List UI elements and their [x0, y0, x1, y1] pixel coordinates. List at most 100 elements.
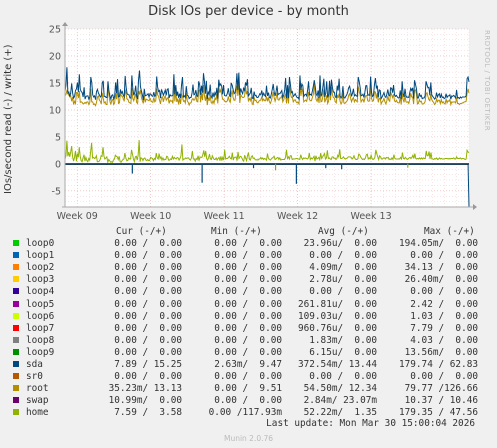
x-tick-label: Week 10: [130, 211, 171, 222]
legend-name: loop1: [26, 250, 55, 262]
legend-cur: 0.00 / 0.00: [114, 274, 182, 286]
legend-swatch: [13, 373, 19, 380]
legend-row-swap: swap 10.99m/ 0.00 0.00 / 0.00 2.84m/ 23.07m…: [0, 395, 497, 407]
legend-name: loop5: [26, 298, 55, 310]
legend-max: 79.77 /126.66: [404, 383, 478, 395]
legend-swatch: [13, 300, 19, 307]
y-tick-label: 10: [49, 105, 61, 116]
legend-avg: 0.00 / 0.00: [309, 371, 377, 383]
legend-row-loop0: loop0 0.00 / 0.00 0.00 / 0.00 23.96u/ 0.00 1…: [0, 238, 497, 250]
legend-cur: 0.00 / 0.00: [114, 346, 182, 358]
legend-swatch: [13, 252, 19, 259]
legend-header-max: Max (-/+): [424, 226, 475, 237]
legend-avg: 0.00 / 0.00: [309, 286, 377, 298]
legend-swatch: [13, 324, 19, 331]
legend-name: home: [26, 407, 49, 419]
legend-header-cur: Cur (-/+): [116, 226, 167, 237]
series-line-home: [64, 140, 470, 165]
legend-min: 0.00 /117.93m: [208, 407, 282, 419]
legend-cur: 0.00 / 0.00: [114, 298, 182, 310]
y-tick-label: 15: [49, 78, 61, 89]
last-update: Last update: Mon Mar 30 15:00:04 2026: [266, 418, 475, 429]
legend-swatch: [13, 409, 19, 416]
legend-max: 4.03 / 0.00: [410, 334, 478, 346]
y-tick-label: 0: [55, 159, 61, 170]
legend-max: 2.42 / 0.00: [410, 298, 478, 310]
x-tick-label: Week 11: [204, 211, 245, 222]
legend-name: loop6: [26, 310, 55, 322]
legend-name: loop2: [26, 262, 55, 274]
legend-min: 0.00 / 0.00: [214, 262, 282, 274]
legend-cur: 0.00 / 0.00: [114, 238, 182, 249]
legend-max: 7.79 / 0.00: [410, 322, 478, 334]
axes: -5 0 5 10 15 20 25 Week 09 Week 10 Week 11 Week 12…: [49, 22, 477, 222]
legend-swatch: [13, 385, 19, 392]
x-tick-label: Week 13: [350, 211, 391, 222]
legend-min: 0.00 / 0.00: [214, 310, 282, 322]
legend-max: 0.00 / 0.00: [410, 250, 478, 262]
legend-row-loop8: loop8 0.00 / 0.00 0.00 / 0.00 1.83m/ 0.00 4.…: [0, 335, 497, 347]
y-tick-label: -5: [52, 186, 61, 197]
y-tick-label: 25: [49, 25, 61, 36]
legend-max: 26.40m/ 0.00: [404, 274, 478, 286]
legend-max: 194.05m/ 0.00: [398, 238, 478, 249]
legend-swatch: [13, 276, 19, 283]
y-axis-arrow: [62, 22, 68, 26]
legend-min: 2.63m/ 9.47: [214, 359, 282, 370]
x-tick-label: Week 12: [277, 211, 318, 222]
munin-version: Munin 2.0.76: [223, 434, 274, 443]
legend-row-loop9: loop9 0.00 / 0.00 0.00 / 0.00 6.15u/ 0.00 13…: [0, 347, 497, 359]
legend-row-sr0: sr0 0.00 / 0.00 0.00 / 0.00 0.00 / 0.00 0.00…: [0, 371, 497, 383]
legend-name: sda: [26, 359, 43, 370]
y-tick-label: 5: [55, 132, 61, 143]
legend-swatch: [13, 240, 19, 246]
legend-min: 0.00 / 0.00: [214, 250, 282, 262]
legend-name: loop9: [26, 346, 55, 358]
disk-io-chart: -5 0 5 10 15 20 25 Week 09 Week 10 Week 11 Week 12…: [49, 22, 477, 222]
legend-cur: 0.00 / 0.00: [114, 310, 182, 322]
legend-max: 34.13 / 0.00: [404, 262, 478, 274]
chart-title: Disk IOs per device - by month: [148, 4, 349, 19]
legend-max: 10.37 / 10.46: [404, 395, 478, 407]
legend-header-min: Min (-/+): [211, 226, 262, 237]
legend-cur: 0.00 / 0.00: [114, 334, 182, 346]
legend-row-loop6: loop6 0.00 / 0.00 0.00 / 0.00 109.03u/ 0.00…: [0, 311, 497, 323]
legend-avg: 1.83m/ 0.00: [309, 334, 377, 346]
legend-cur: 0.00 / 0.00: [114, 250, 182, 262]
legend-max: 0.00 / 0.00: [410, 371, 478, 383]
legend-avg: 261.81u/ 0.00: [297, 298, 377, 310]
legend-cur: 0.00 / 0.00: [114, 322, 182, 334]
series-layer: [64, 67, 470, 208]
legend-max: 179.35 / 47.56: [398, 407, 478, 419]
legend-min: 0.00 / 0.00: [214, 298, 282, 310]
legend-avg: 109.03u/ 0.00: [297, 310, 377, 322]
legend-cur: 10.99m/ 0.00: [108, 395, 182, 407]
legend-cur: 35.23m/ 13.13: [108, 383, 182, 395]
legend-name: root: [26, 383, 49, 395]
legend-row-loop3: loop3 0.00 / 0.00 0.00 / 0.00 2.78u/ 0.00 26…: [0, 274, 497, 286]
legend-row-loop2: loop2 0.00 / 0.00 0.00 / 0.00 4.09m/ 0.00 34…: [0, 262, 497, 274]
legend-avg: 372.54m/ 13.44: [297, 359, 377, 370]
legend-cur: 0.00 / 0.00: [114, 286, 182, 298]
legend-swatch: [13, 288, 19, 295]
legend-header: Cur (-/+) Min (-/+) Avg (-/+) Max (-/+): [0, 226, 497, 238]
legend-avg: 960.76u/ 0.00: [297, 322, 377, 334]
legend-cur: 7.89 / 15.25: [114, 359, 182, 370]
legend-row-loop7: loop7 0.00 / 0.00 0.00 / 0.00 960.76u/ 0.00…: [0, 323, 497, 335]
legend-max: 179.74 / 62.83: [398, 359, 478, 370]
legend-max: 1.03 / 0.00: [410, 310, 478, 322]
legend-name: loop3: [26, 274, 55, 286]
legend-cur: 0.00 / 0.00: [114, 371, 182, 383]
x-axis-arrow: [473, 204, 477, 210]
rrdtool-credit: RRDTOOL / TOBI OETIKER: [483, 30, 491, 132]
legend-name: sr0: [26, 371, 43, 383]
legend-row-loop4: loop4 0.00 / 0.00 0.00 / 0.00 0.00 / 0.00 0.…: [0, 286, 497, 298]
legend-max: 13.56m/ 0.00: [404, 346, 478, 358]
legend-row-loop1: loop1 0.00 / 0.00 0.00 / 0.00 0.00 / 0.00 0.…: [0, 250, 497, 262]
legend-swatch: [13, 348, 19, 355]
legend-avg: 23.96u/ 0.00: [303, 238, 377, 249]
x-tick-label: Week 09: [57, 211, 98, 222]
legend-min: 0.00 / 0.00: [214, 395, 282, 407]
legend-swatch: [13, 264, 19, 271]
legend-avg: 2.84m/ 23.07m: [303, 395, 377, 407]
